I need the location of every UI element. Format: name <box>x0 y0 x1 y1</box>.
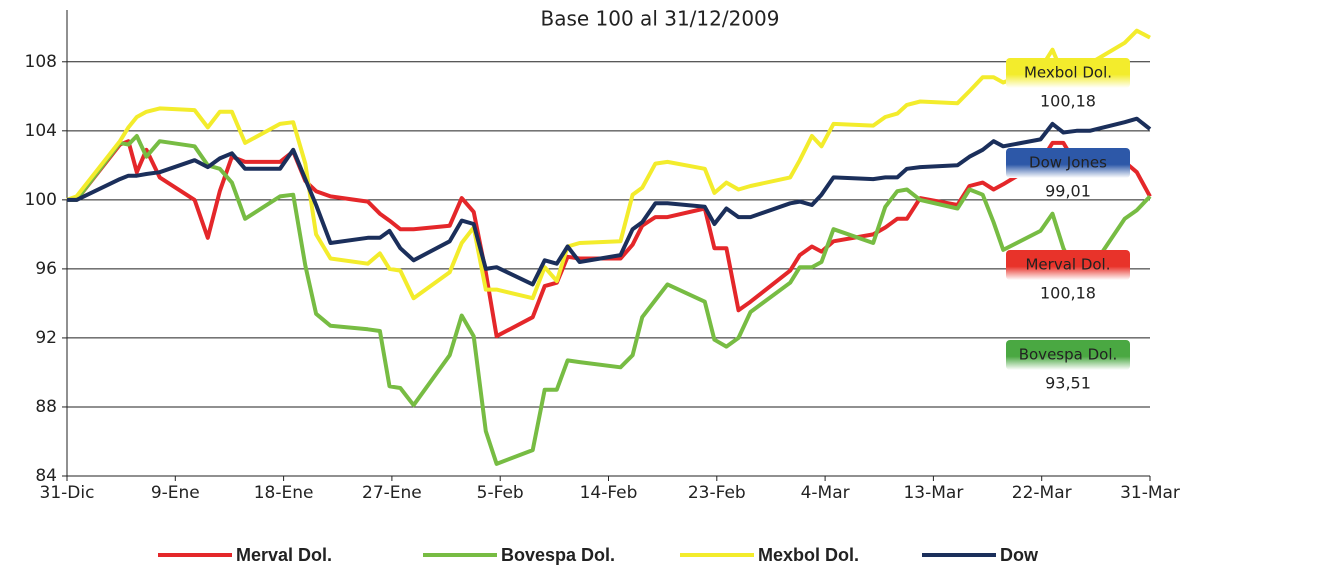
series-line <box>67 116 1152 287</box>
x-tick-label: 22-Mar <box>1012 483 1072 503</box>
x-tick-label: 31-Mar <box>1120 483 1180 503</box>
value-box-value: 100,18 <box>1040 284 1096 303</box>
x-tick-label: 27-Ene <box>362 483 422 503</box>
y-tick-label: 84 <box>35 466 57 486</box>
chart-title: Base 100 al 31/12/2009 <box>540 7 779 31</box>
legend-label: Merval Dol. <box>236 545 332 565</box>
y-tick-label: 92 <box>35 328 57 348</box>
legend-label: Dow <box>1000 545 1039 565</box>
value-box-bg <box>1006 148 1130 178</box>
y-tick-label: 88 <box>35 397 57 417</box>
value-box-label: Merval Dol. <box>1025 256 1110 274</box>
y-tick-label: 104 <box>25 121 57 141</box>
series-line <box>66 28 1151 301</box>
x-tick-label: 5-Feb <box>477 483 524 503</box>
legend-label: Bovespa Dol. <box>501 545 615 565</box>
x-tick-label: 9-Ene <box>151 483 200 503</box>
x-tick-label: 18-Ene <box>254 483 314 503</box>
legend-item: Mexbol Dol. <box>680 545 859 565</box>
value-box-label: Dow Jones <box>1029 154 1107 172</box>
x-tick-label: 23-Feb <box>688 483 746 503</box>
x-tick-label: 13-Mar <box>903 483 963 503</box>
series-line <box>67 134 1152 466</box>
value-box: Dow Jones 99,01 <box>1006 148 1130 201</box>
legend-item: Bovespa Dol. <box>423 545 615 565</box>
legend-label: Mexbol Dol. <box>758 545 859 565</box>
legend-item: Dow <box>922 545 1039 565</box>
value-box: Mexbol Dol. 100,18 <box>1006 58 1130 111</box>
x-tick-label: 4-Mar <box>801 483 850 503</box>
y-tick-label: 100 <box>25 190 57 210</box>
x-tick-label: 31-Dic <box>40 483 95 503</box>
value-box-bg <box>1006 58 1130 88</box>
y-tick-label: 96 <box>35 259 57 279</box>
value-box-value: 93,51 <box>1045 374 1091 393</box>
value-box-value: 99,01 <box>1045 182 1091 201</box>
series-line <box>67 139 1152 339</box>
y-tick-label: 108 <box>25 52 57 72</box>
value-box: Bovespa Dol. 93,51 <box>1006 340 1130 393</box>
legend-item: Merval Dol. <box>158 545 332 565</box>
value-box-label: Bovespa Dol. <box>1019 346 1118 364</box>
value-box: Merval Dol. 100,18 <box>1006 250 1130 303</box>
x-tick-label: 14-Feb <box>580 483 638 503</box>
value-box-bg <box>1006 340 1130 370</box>
value-box-bg <box>1006 250 1130 280</box>
value-box-value: 100,18 <box>1040 92 1096 111</box>
value-box-label: Mexbol Dol. <box>1024 64 1112 82</box>
